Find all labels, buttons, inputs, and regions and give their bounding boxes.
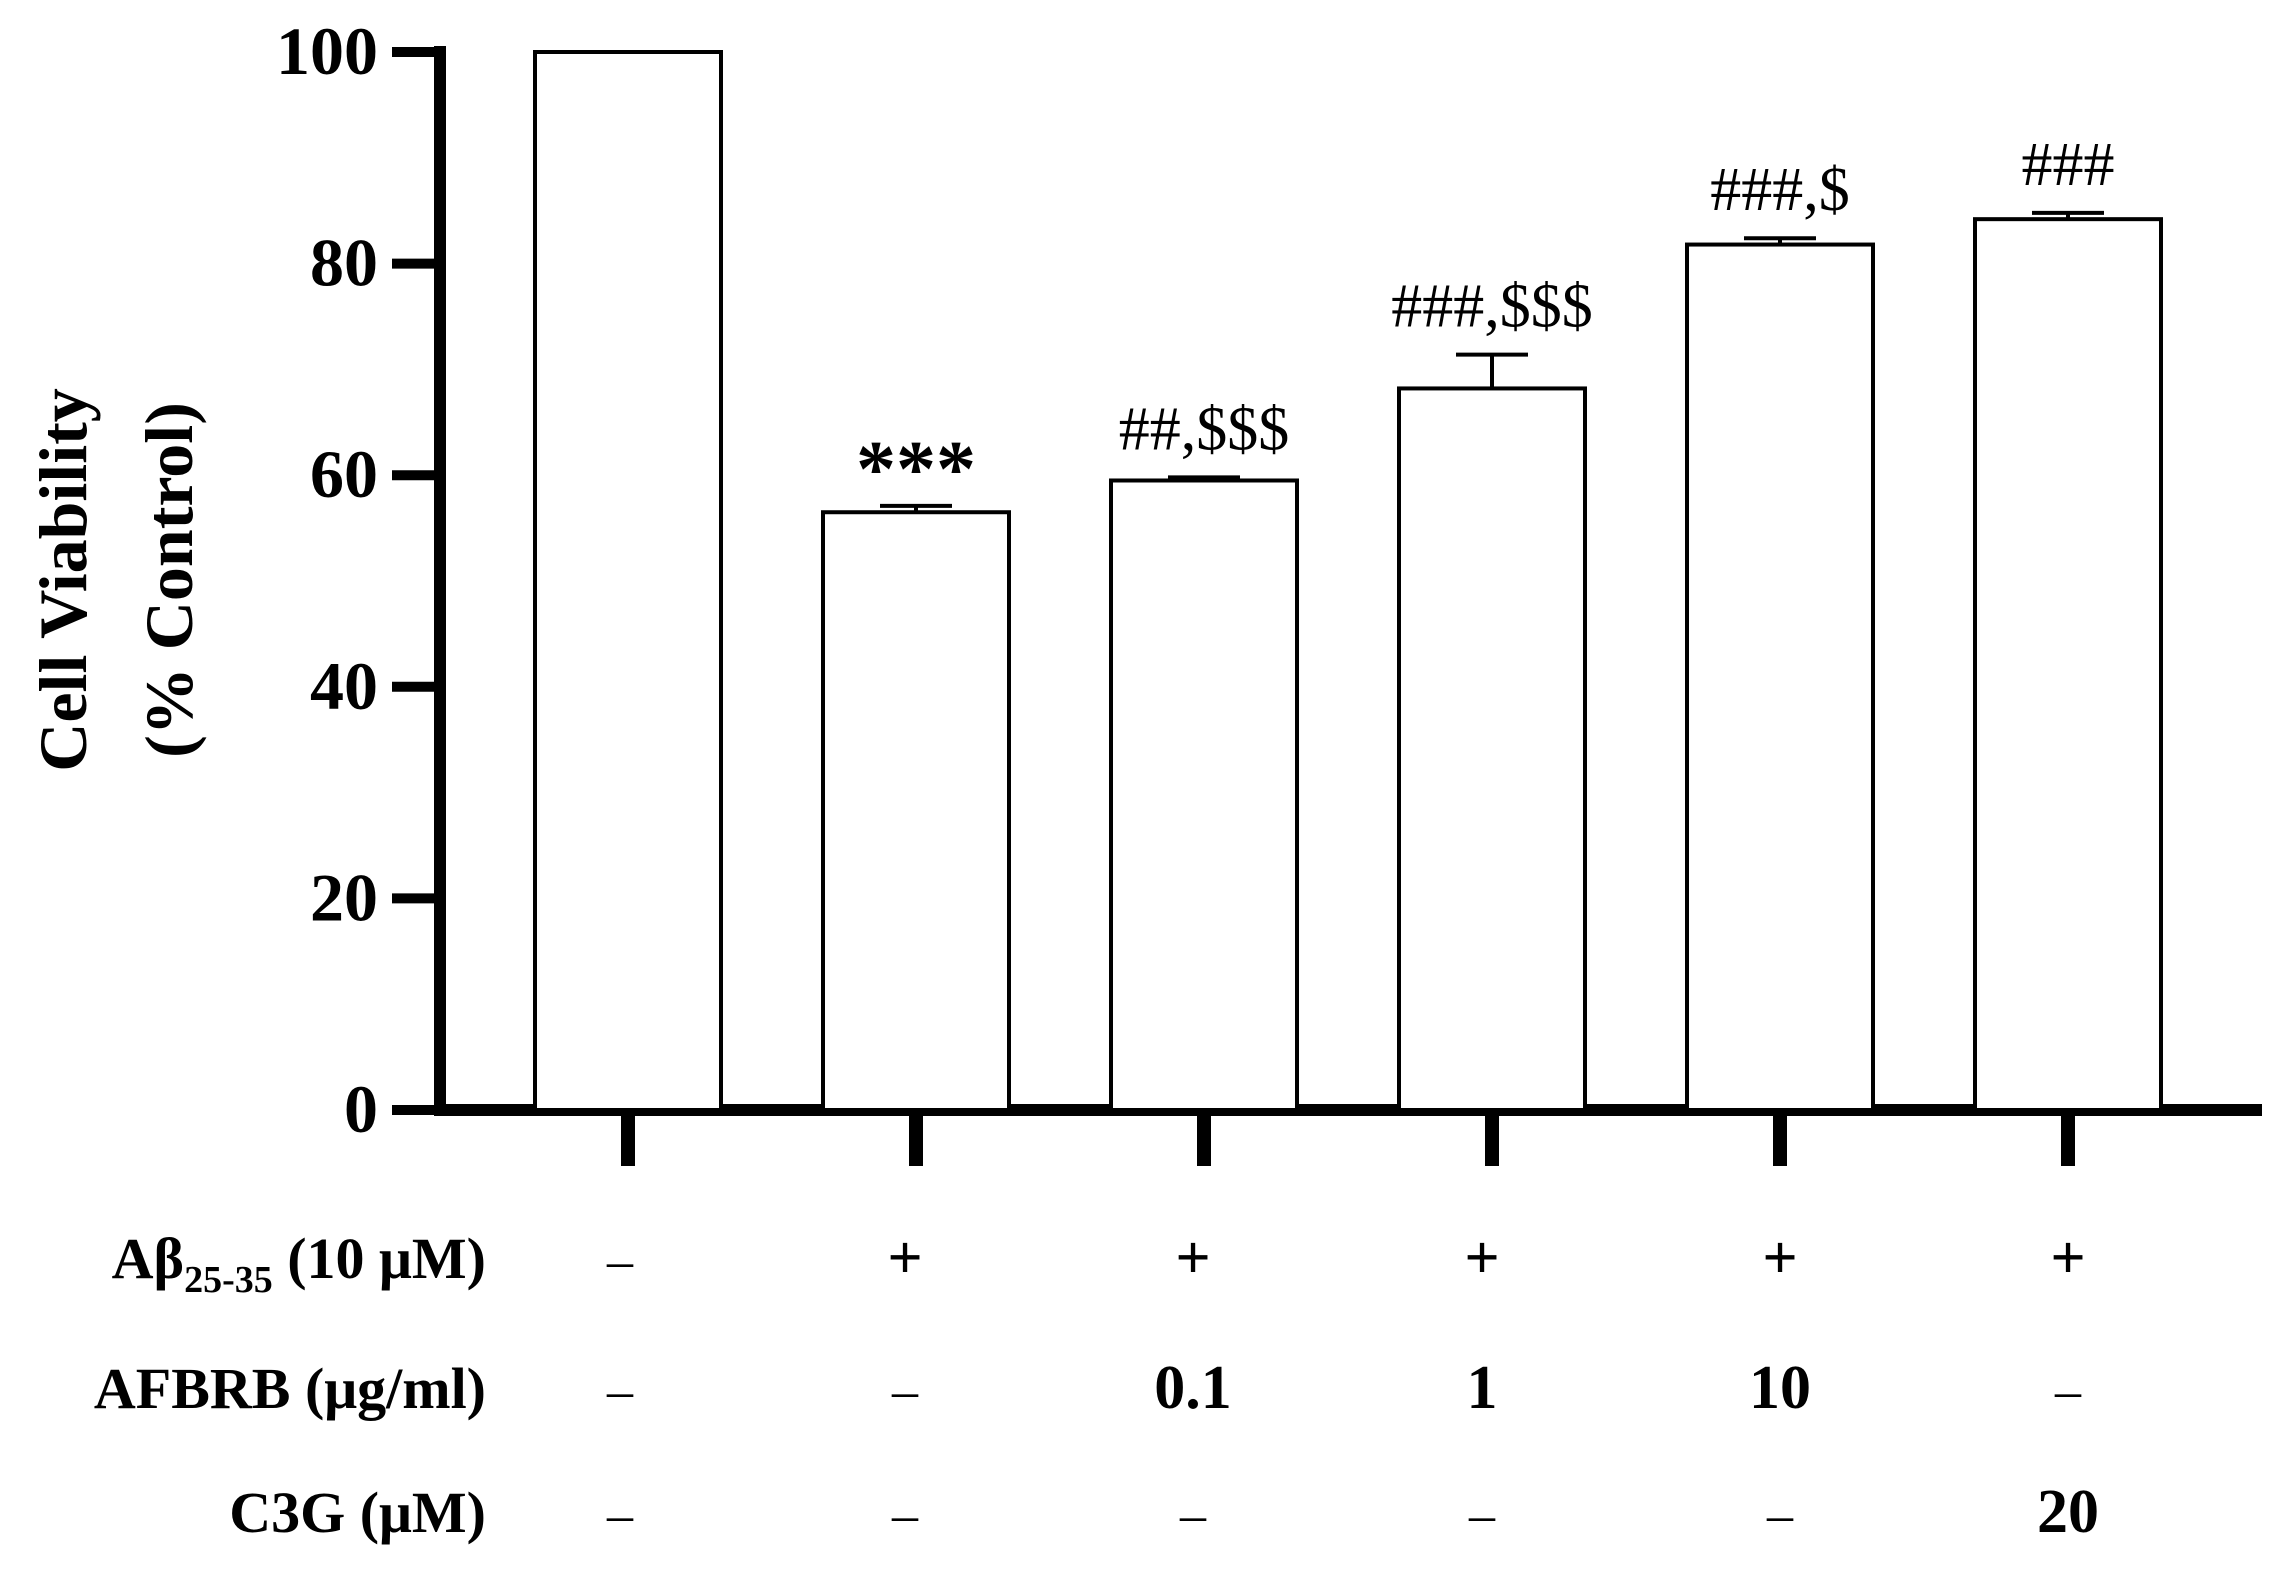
treatment-cell: +: [2050, 1224, 2085, 1292]
y-axis-label: Cell Viability (% Control): [25, 388, 207, 771]
y-tick-label: 60: [310, 436, 378, 512]
treatment-cell: +: [1175, 1224, 1210, 1292]
significance-label: ##,$$$: [1119, 395, 1290, 463]
treatment-cell: –: [891, 1487, 919, 1544]
y-axis: 0 20 40 60 80 100: [276, 13, 446, 1147]
bars-group: *** ##,$$$ ###,$$$ ###,$ ###: [533, 50, 2163, 1113]
treatment-cell: 0.1: [1154, 1354, 1232, 1422]
significance-label: ***: [856, 426, 976, 514]
treatment-cell: –: [1468, 1487, 1496, 1544]
y-axis-label-line2: (% Control): [131, 402, 207, 758]
treatment-table: Aβ25-35 (10 μM) – + + + + + AFBRB (μg/ml) – – 0.1 1…: [94, 1224, 2099, 1546]
treatment-cell: +: [887, 1224, 922, 1292]
treatment-cell: –: [2054, 1363, 2082, 1420]
y-axis-label-line1: Cell Viability: [25, 388, 101, 771]
treatment-cell: –: [606, 1233, 634, 1290]
treatment-cell: +: [1762, 1224, 1797, 1292]
bar: [1685, 242, 1875, 1112]
treatment-cell: –: [1766, 1487, 1794, 1544]
treatment-cell: 1: [1467, 1354, 1498, 1422]
y-tick-label: 100: [276, 13, 378, 89]
treatment-cell: –: [1179, 1487, 1207, 1544]
treatment-row-label: AFBRB (μg/ml): [94, 1356, 486, 1421]
bar: [821, 510, 1011, 1112]
x-axis: [434, 1104, 2262, 1166]
treatment-cell: 10: [1749, 1354, 1811, 1422]
significance-label: ###,$: [1710, 156, 1850, 224]
treatment-row-label: C3G (μM): [229, 1480, 486, 1545]
treatment-cell: –: [606, 1363, 634, 1420]
treatment-cell: –: [606, 1487, 634, 1544]
y-tick-label: 0: [344, 1071, 378, 1147]
treatment-cell: 20: [2037, 1478, 2099, 1546]
bar: [1397, 386, 1587, 1113]
treatment-cell: –: [891, 1363, 919, 1420]
significance-label: ###: [2022, 131, 2115, 199]
y-tick-label: 80: [310, 225, 378, 301]
bar: [1973, 217, 2163, 1112]
treatment-row-label: Aβ25-35 (10 μM): [112, 1226, 486, 1301]
bar: [1109, 478, 1299, 1112]
y-tick-label: 20: [310, 859, 378, 935]
treatment-cell: +: [1464, 1224, 1499, 1292]
bar: [533, 50, 723, 1112]
y-tick-label: 40: [310, 648, 378, 724]
significance-label: ###,$$$: [1391, 273, 1593, 341]
